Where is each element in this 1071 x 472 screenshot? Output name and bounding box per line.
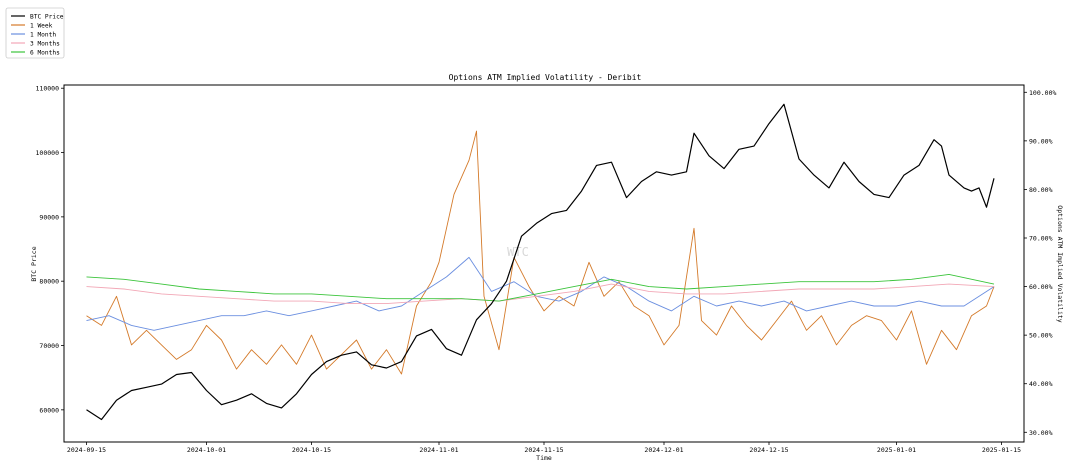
x-tick-label: 2024-10-01 <box>187 446 226 454</box>
series-line-1-week <box>86 130 995 375</box>
legend-entries: BTC Price 1 Week 1 Month 3 Months 6 Months <box>11 13 64 56</box>
x-tick-label: 2024-11-01 <box>419 446 458 454</box>
x-tick-label: 2025-01-15 <box>982 446 1021 454</box>
x-tick-label: 2025-01-01 <box>877 446 916 454</box>
right-axis: 30.00% 40.00% 50.00% 60.00% 70.00% 80.00% 90.0… <box>1024 89 1056 437</box>
right-axis-label: Options ATM Implied Volatility <box>1056 205 1064 322</box>
right-tick-label: 90.00% <box>1029 137 1053 145</box>
plot-frame <box>63 84 1025 443</box>
right-tick-label: 50.00% <box>1029 332 1053 340</box>
series-line-6-months <box>86 273 995 302</box>
chart-title: Options ATM Implied Volatility - Deribit <box>449 73 642 82</box>
right-tick-label: 30.00% <box>1029 429 1053 437</box>
x-tick-label: 2024-11-15 <box>524 446 563 454</box>
x-tick-label: 2024-12-15 <box>749 446 788 454</box>
left-axis-label: BTC Price <box>30 246 38 281</box>
x-tick-label: 2024-09-15 <box>67 446 106 454</box>
series-line-btc-price <box>86 103 995 421</box>
x-tick-label: 2024-10-15 <box>292 446 331 454</box>
legend: BTC Price 1 Week 1 Month 3 Months 6 Months <box>5 7 65 59</box>
left-tick-label: 60000 <box>39 406 59 414</box>
watermark: WTC <box>507 245 529 259</box>
left-tick-label: 90000 <box>39 213 59 221</box>
left-tick-label: 110000 <box>36 85 60 93</box>
left-tick-label: 80000 <box>39 278 59 286</box>
legend-box <box>5 7 65 59</box>
series-line-1-month <box>86 256 995 331</box>
legend-label: 6 Months <box>30 49 60 56</box>
right-tick-label: 80.00% <box>1029 186 1053 194</box>
right-tick-label: 60.00% <box>1029 283 1053 291</box>
right-tick-label: 70.00% <box>1029 235 1053 243</box>
series-layer <box>86 103 995 421</box>
left-axis: 60000 70000 80000 90000 100000 110000 <box>36 85 64 414</box>
left-tick-label: 70000 <box>39 342 59 350</box>
right-tick-label: 100.00% <box>1029 89 1056 97</box>
legend-label: 1 Week <box>30 22 53 29</box>
x-tick-label: 2024-12-01 <box>644 446 683 454</box>
x-axis: 2024-09-15 2024-10-01 2024-10-15 2024-11-01… <box>67 442 1021 454</box>
x-axis-label: Time <box>536 454 552 462</box>
legend-label: BTC Price <box>30 13 64 20</box>
legend-label: 1 Month <box>30 31 56 38</box>
left-tick-label: 100000 <box>36 149 60 157</box>
series-line-3-months <box>86 283 995 305</box>
legend-label: 3 Months <box>30 40 60 47</box>
right-tick-label: 40.00% <box>1029 380 1053 388</box>
